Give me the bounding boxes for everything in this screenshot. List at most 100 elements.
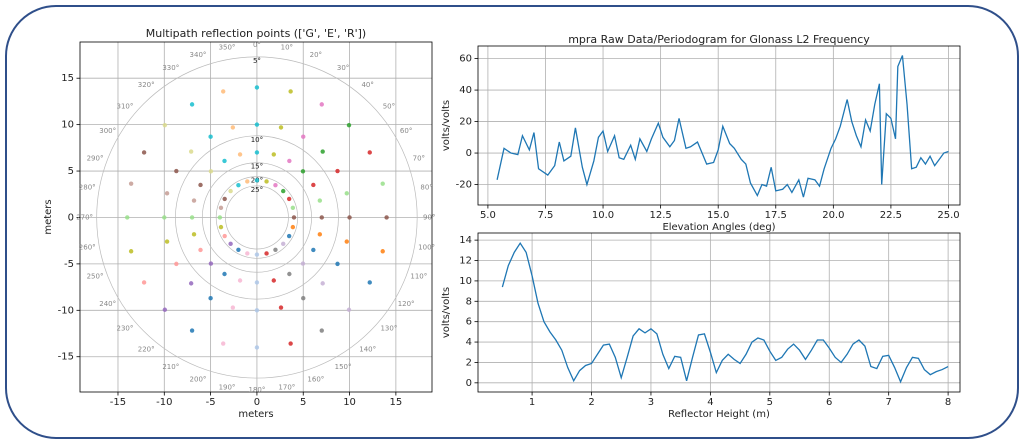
reflection-point <box>346 122 352 128</box>
data-line <box>501 241 949 384</box>
azimuth-label: 100° <box>418 243 435 251</box>
reflection-point <box>320 281 325 286</box>
reflection-point <box>317 198 323 203</box>
y-tick-label: 6 <box>466 317 472 328</box>
reflection-point <box>162 307 168 312</box>
reflection-point <box>222 271 227 277</box>
x-tick-label: 5.0 <box>480 210 496 221</box>
y-axis-label: volts/volts <box>441 287 452 338</box>
azimuth-label: 340° <box>190 51 207 59</box>
reflection-point <box>141 150 147 155</box>
reflection-point <box>254 308 260 313</box>
x-tick-label: 22.5 <box>880 210 902 221</box>
elevation-ring <box>215 176 299 259</box>
x-axis-label: meters <box>238 409 273 420</box>
reflection-point <box>218 224 224 230</box>
reflection-point <box>254 122 260 127</box>
reflection-point <box>384 215 389 220</box>
reflection-point <box>236 182 241 188</box>
azimuth-label: 240° <box>99 300 116 308</box>
azimuth-label: 120° <box>398 300 415 308</box>
azimuth-label: 190° <box>219 384 236 392</box>
reflection-point <box>208 134 213 139</box>
y-tick-label: 4 <box>466 337 472 348</box>
reflection-point <box>290 205 296 211</box>
y-tick-label: 12 <box>459 256 472 267</box>
reflection-point <box>319 328 324 333</box>
azimuth-label: 170° <box>278 384 295 392</box>
elevation-ring <box>201 162 312 273</box>
reflection-point <box>222 158 227 164</box>
x-tick-label: 12.5 <box>649 210 671 221</box>
reflection-point <box>347 215 352 220</box>
azimuth-label: 280° <box>79 183 96 191</box>
y-tick-label: 60 <box>459 54 472 65</box>
reflection-point <box>198 247 203 253</box>
reflection-point <box>286 196 292 202</box>
reflection-point <box>346 307 352 312</box>
x-tick-label: 6 <box>826 397 832 408</box>
reflection-point <box>128 181 134 186</box>
y-tick-label: 2 <box>466 357 472 368</box>
x-tick-label: -15 <box>110 397 126 408</box>
reflection-point <box>191 198 197 203</box>
reflection-point <box>290 224 296 230</box>
reflection-point <box>228 188 233 194</box>
x-tick-label: 10.0 <box>592 210 614 221</box>
reflection-point <box>278 125 284 130</box>
plot-frame <box>79 41 433 393</box>
azimuth-label: 260° <box>79 243 96 251</box>
y-tick-label: -15 <box>58 352 74 363</box>
azimuth-label: 270° <box>76 213 93 221</box>
y-tick-label: 0 <box>466 148 472 159</box>
reflection-point <box>281 241 286 247</box>
elevation-ring <box>96 56 418 379</box>
x-tick-label: 15.0 <box>707 210 729 221</box>
x-tick-label: 5 <box>300 397 306 408</box>
reflection-point <box>236 247 241 252</box>
y-tick-label: 10 <box>61 120 74 131</box>
reflection-point <box>367 280 372 285</box>
reflection-point <box>300 261 306 266</box>
reflection-point <box>254 85 260 90</box>
reflection-point <box>208 169 214 174</box>
plot-frame <box>477 232 961 393</box>
reflection-point <box>221 341 226 346</box>
reflection-point <box>208 296 213 301</box>
azimuth-label: 110° <box>410 273 427 281</box>
reflection-point <box>189 328 195 333</box>
reflection-point <box>264 251 269 256</box>
x-tick-label: 5 <box>767 397 773 408</box>
x-axis-label: Elevation Angles (deg) <box>662 222 775 233</box>
azimuth-label: 140° <box>359 346 376 354</box>
reflection-point <box>278 305 284 310</box>
azimuth-label: 330° <box>162 64 179 72</box>
y-tick-label: 14 <box>459 235 472 246</box>
reflection-point <box>287 158 292 164</box>
x-tick-label: 0 <box>254 397 260 408</box>
reflection-point <box>300 169 306 174</box>
reflection-point <box>254 252 260 257</box>
reflection-point <box>287 271 292 277</box>
x-tick-label: -5 <box>206 397 216 408</box>
y-axis-label: meters <box>43 199 54 234</box>
y-tick-label: -20 <box>456 180 472 191</box>
reflection-point <box>222 233 227 239</box>
reflection-point <box>301 134 306 139</box>
reflection-point <box>271 278 276 283</box>
reflection-point <box>221 89 226 94</box>
reflection-point <box>162 215 167 220</box>
azimuth-label: 60° <box>400 127 412 135</box>
azimuth-label: 320° <box>138 81 155 89</box>
azimuth-label: 200° <box>190 376 207 384</box>
azimuth-label: 160° <box>307 376 324 384</box>
reflection-point <box>271 152 276 157</box>
x-tick-label: 20.0 <box>822 210 844 221</box>
x-tick-label: 17.5 <box>765 210 787 221</box>
reflection-point <box>273 247 278 252</box>
x-tick-label: 7.5 <box>538 210 554 221</box>
azimuth-label: 10° <box>281 43 293 51</box>
plot-frame <box>477 45 961 206</box>
reflection-point <box>198 182 203 188</box>
